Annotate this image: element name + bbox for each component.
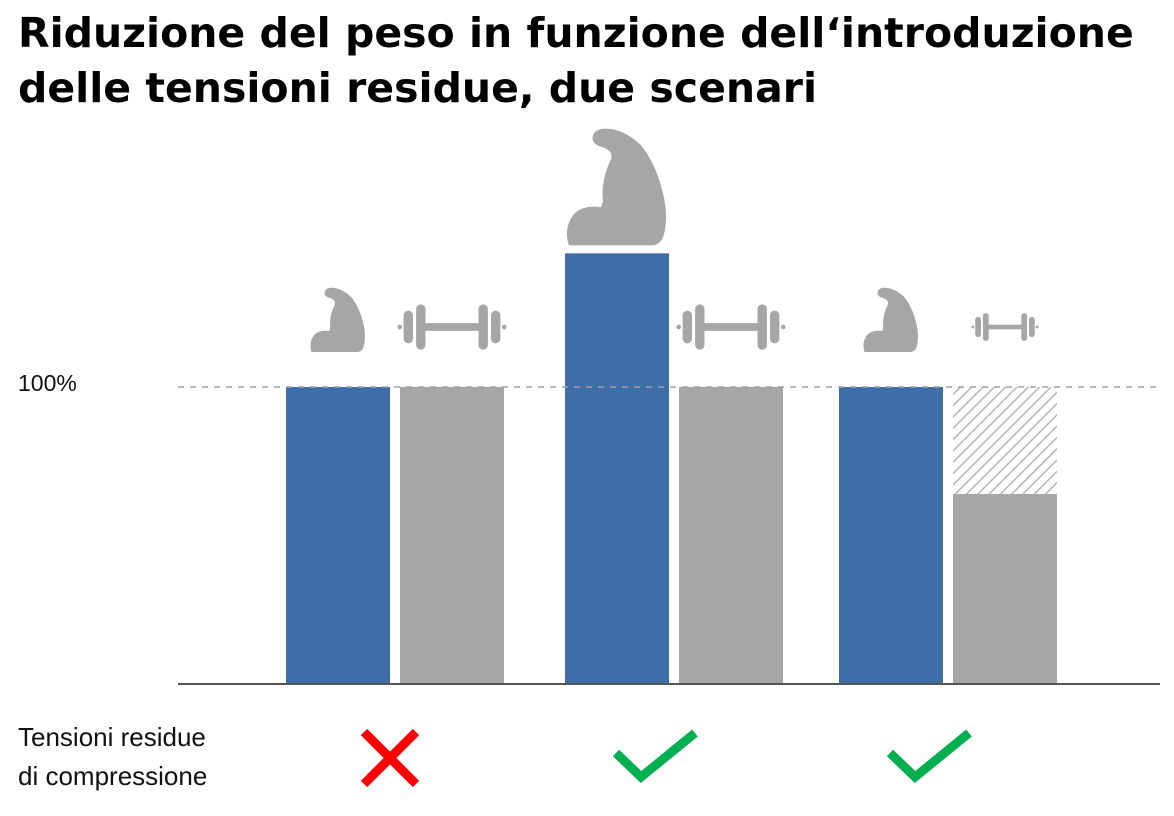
strength-arm-icon-group-3 [863, 287, 918, 352]
strength-arm-icon-group-1 [310, 287, 365, 352]
chart-title: Riduzione del peso in funzione dell‘intr… [18, 6, 1158, 116]
residual-stress-marks [360, 728, 972, 788]
residual-stress-row-label: Tensioni residue di compressione [18, 718, 207, 796]
chart-title-line-1: Riduzione del peso in funzione dell‘intr… [18, 9, 1134, 57]
reference-line-label: 100% [18, 370, 77, 396]
bar-group-2-strength [565, 253, 669, 684]
bar-group-3-saved-weight [953, 387, 1057, 494]
dumbbell-icon-group-1 [397, 304, 507, 350]
check-icon-group-2 [612, 729, 698, 784]
bar-group-3-strength [839, 387, 943, 684]
strength-arm-icon-group-2 [566, 128, 666, 246]
dumbbell-icon-group-3 [971, 313, 1039, 341]
bar-group-1-strength [286, 387, 390, 684]
chart-title-line-2: delle tensioni residue, due scenari [18, 64, 818, 112]
cross-icon-group-1 [360, 728, 420, 788]
row-label-line-1: Tensioni residue [18, 722, 206, 752]
icons-layer [310, 128, 1039, 352]
row-label-line-2: di compressione [18, 761, 208, 791]
bar-group-3-weight [953, 493, 1057, 684]
bars-layer [286, 253, 1057, 684]
dumbbell-icon-group-2 [676, 304, 786, 350]
bar-group-2-weight [679, 387, 783, 684]
bar-group-1-weight [400, 387, 504, 684]
check-icon-group-3 [886, 729, 972, 784]
